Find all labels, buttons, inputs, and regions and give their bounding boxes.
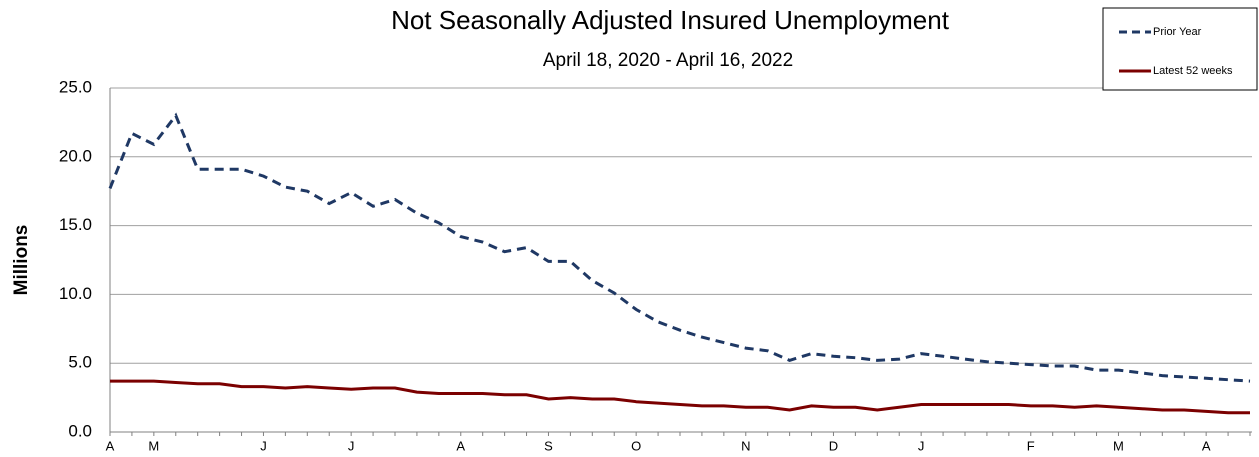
chart-title: Not Seasonally Adjusted Insured Unemploy… [391, 5, 950, 35]
x-tick-label: O [631, 438, 641, 453]
y-tick-label: 10.0 [59, 284, 92, 303]
y-tick-label: 0.0 [68, 421, 92, 440]
x-tick-label: J [918, 438, 925, 453]
x-tick-label: F [1027, 438, 1035, 453]
x-tick-label: S [544, 438, 553, 453]
x-tick-label: A [106, 438, 115, 453]
x-tick-label: M [1113, 438, 1124, 453]
y-axis-label: Millions [11, 225, 32, 296]
legend-label: Prior Year [1153, 26, 1202, 38]
x-tick-label: D [829, 438, 838, 453]
y-tick-label: 25.0 [59, 77, 92, 96]
x-tick-label: N [741, 438, 750, 453]
x-tick-label: J [348, 438, 355, 453]
x-tick-label: M [148, 438, 159, 453]
x-tick-label: A [456, 438, 465, 453]
x-tick-label: J [260, 438, 267, 453]
legend-label: Latest 52 weeks [1153, 65, 1233, 77]
y-tick-label: 5.0 [68, 353, 92, 372]
y-tick-label: 15.0 [59, 215, 92, 234]
chart-subtitle: April 18, 2020 - April 16, 2022 [543, 50, 793, 71]
data-line [108, 112, 1251, 383]
y-tick-label: 20.0 [59, 146, 92, 165]
legend-box [1102, 7, 1258, 91]
x-tick-label: A [1202, 438, 1211, 453]
data-line [110, 379, 1250, 415]
